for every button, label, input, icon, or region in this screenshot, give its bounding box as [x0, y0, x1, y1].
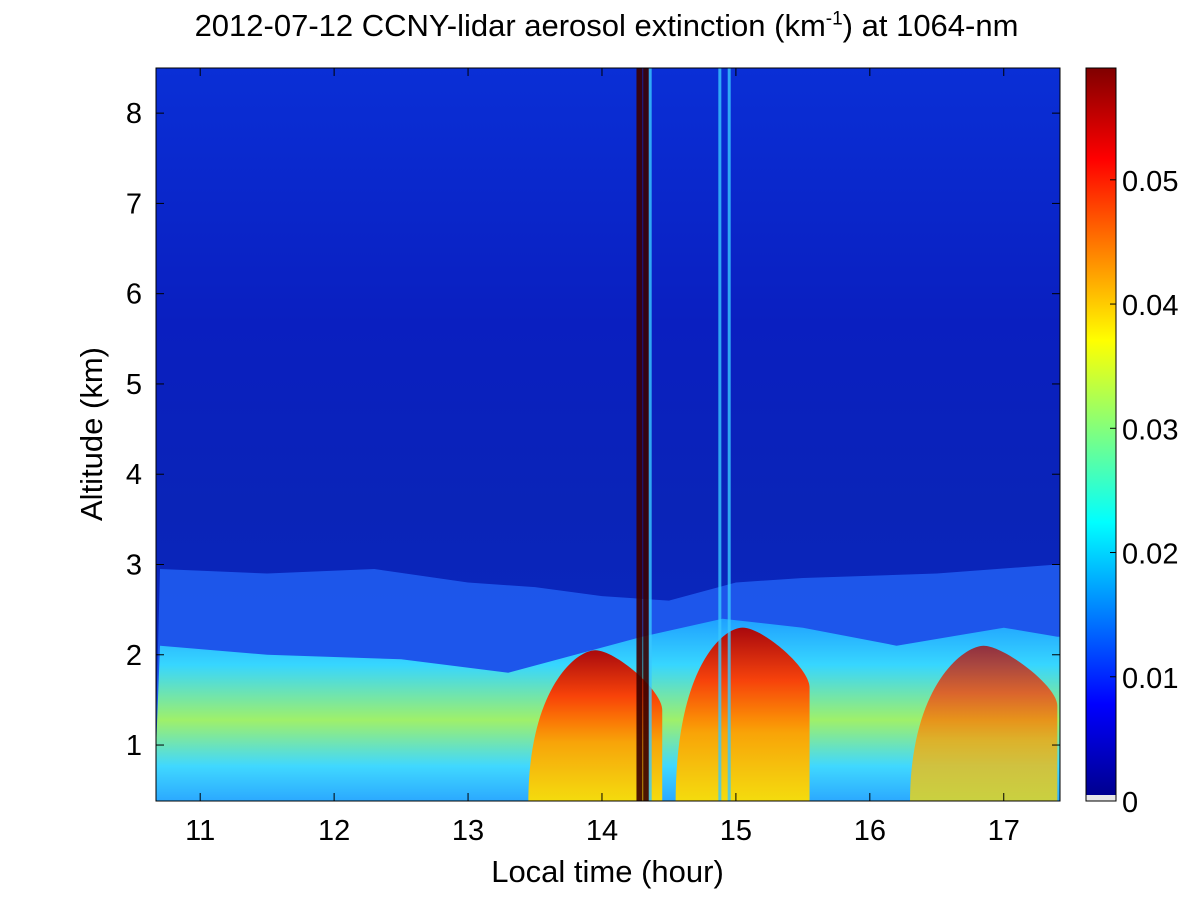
y-axis: 1 2 3 4 5 6 7 8	[126, 98, 1060, 762]
heatmap-field	[156, 68, 1060, 801]
title-text-tail: ) at 1064-nm	[842, 8, 1019, 43]
y-tick-label: 1	[126, 730, 142, 762]
x-tick-label: 17	[988, 815, 1020, 847]
y-axis-label: Altitude (km)	[74, 347, 109, 521]
colorbar-gradient	[1086, 68, 1116, 795]
colorbar-tick-label: 0.04	[1122, 290, 1178, 322]
cloud-column-0	[636, 68, 643, 801]
x-tick-label: 11	[185, 815, 215, 847]
y-tick-label: 3	[126, 549, 142, 581]
cloud-column-4	[727, 68, 731, 801]
x-tick-label: 15	[720, 815, 752, 847]
x-tick-label: 14	[586, 815, 618, 847]
y-tick-label: 2	[126, 640, 142, 672]
colorbar-tick-label: 0.01	[1122, 663, 1178, 695]
plume-regions	[528, 627, 1058, 801]
colorbar-frame	[1085, 67, 1117, 802]
title-text: 2012-07-12 CCNY-lidar aerosol extinction…	[194, 8, 826, 43]
cloud-column-1	[643, 68, 650, 801]
x-tick-label: 16	[854, 815, 886, 847]
y-tick-label: 8	[126, 98, 142, 130]
y-tick-label: 6	[126, 279, 142, 311]
x-tick-label: 13	[452, 815, 484, 847]
x-tick-label: 12	[318, 815, 350, 847]
y-tick-label: 4	[126, 459, 142, 491]
plume-region-2	[910, 645, 1058, 801]
y-tick-label: 7	[126, 188, 142, 220]
title-superscript: -1	[825, 8, 843, 30]
x-axis: 11 12 13 14 15 16 17	[185, 68, 1020, 847]
colorbar-ticks: 0 0.01 0.02 0.03 0.04 0.05	[1110, 166, 1178, 819]
cloud-columns	[636, 68, 731, 801]
y-tick-label: 5	[126, 369, 142, 401]
colorbar-tick-label: 0.03	[1122, 414, 1178, 446]
cloud-column-2	[648, 68, 652, 801]
colorbar-tick-label: 0.05	[1122, 166, 1178, 198]
x-axis-label: Local time (hour)	[491, 854, 724, 889]
colorbar-tick-label: 0	[1122, 787, 1138, 819]
plume-region-1	[675, 627, 810, 801]
cloud-column-3	[718, 68, 722, 801]
chart-title: 2012-07-12 CCNY-lidar aerosol extinction…	[0, 8, 1200, 44]
plume-region-0	[528, 650, 663, 801]
colorbar-tick-label: 0.02	[1122, 539, 1178, 571]
colorbar-zero-bin	[1086, 795, 1116, 801]
axes-frame	[155, 67, 1061, 802]
